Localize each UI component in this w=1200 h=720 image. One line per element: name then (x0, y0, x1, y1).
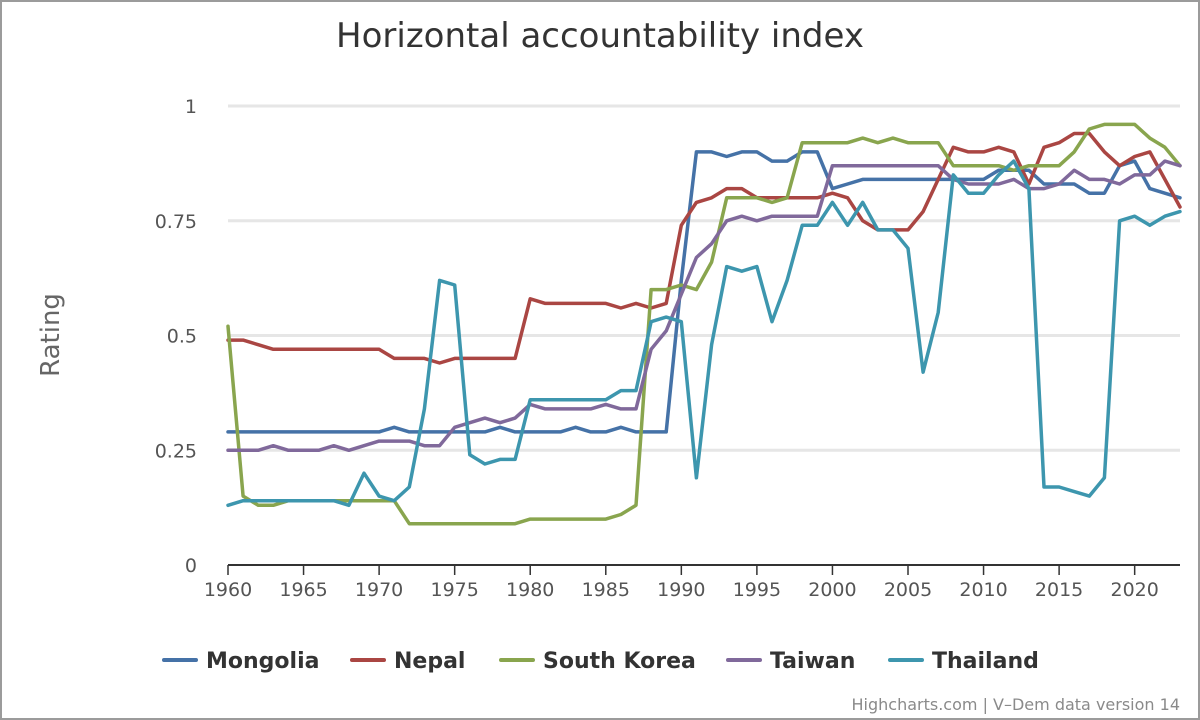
x-tick-label: 2020 (1110, 579, 1158, 601)
legend-label: Thailand (932, 649, 1039, 674)
y-tick-label: 0.5 (167, 326, 197, 348)
x-tick-label: 1970 (355, 579, 403, 601)
x-tick-label: 2015 (1035, 579, 1083, 601)
y-tick-label: 0.75 (155, 211, 197, 233)
x-tick-label: 1965 (279, 579, 327, 601)
y-tick-label: 0.25 (155, 440, 197, 462)
x-tick-label: 2000 (808, 579, 856, 601)
series-line-mongolia[interactable] (226, 150, 1182, 434)
x-tick-label: 1995 (733, 579, 781, 601)
legend-label: South Korea (543, 649, 696, 674)
legend-item-thailand[interactable]: Thailand (888, 649, 1039, 674)
x-tick-label: 2010 (959, 579, 1007, 601)
legend-item-nepal[interactable]: Nepal (350, 649, 465, 674)
x-axis: 1960 1965 1970 1975 1980 1985 1990 1995 2000 2005… (204, 564, 1180, 601)
gridlines (228, 104, 1180, 452)
legend-item-south-korea[interactable]: South Korea (499, 649, 696, 674)
series-line-taiwan[interactable] (226, 159, 1182, 453)
x-tick-label: 1990 (657, 579, 705, 601)
y-axis-ticks: 0 0.25 0.5 0.75 1 (155, 96, 197, 577)
y-tick-label: 0 (185, 555, 197, 577)
legend-label: Nepal (394, 649, 465, 674)
legend-label: Taiwan (770, 649, 855, 674)
x-tick-label: 1985 (582, 579, 630, 601)
series-line-south-korea[interactable] (226, 122, 1182, 526)
y-tick-label: 1 (185, 96, 197, 118)
legend: Mongolia Nepal South Korea Taiwan Thailand (162, 649, 1039, 674)
x-tick-label: 1980 (506, 579, 554, 601)
legend-item-taiwan[interactable]: Taiwan (726, 649, 855, 674)
chart-title: Horizontal accountability index (336, 16, 864, 56)
credits-link[interactable]: Highcharts.com | V–Dem data version 14 (852, 695, 1180, 714)
series-line-thailand[interactable] (226, 159, 1182, 508)
x-tick-label: 2005 (884, 579, 932, 601)
x-tick-label: 1960 (204, 579, 252, 601)
legend-label: Mongolia (206, 649, 319, 674)
x-tick-label: 1975 (430, 579, 478, 601)
series-lines (226, 122, 1182, 526)
legend-item-mongolia[interactable]: Mongolia (162, 649, 319, 674)
y-axis-title: Rating (36, 293, 66, 377)
